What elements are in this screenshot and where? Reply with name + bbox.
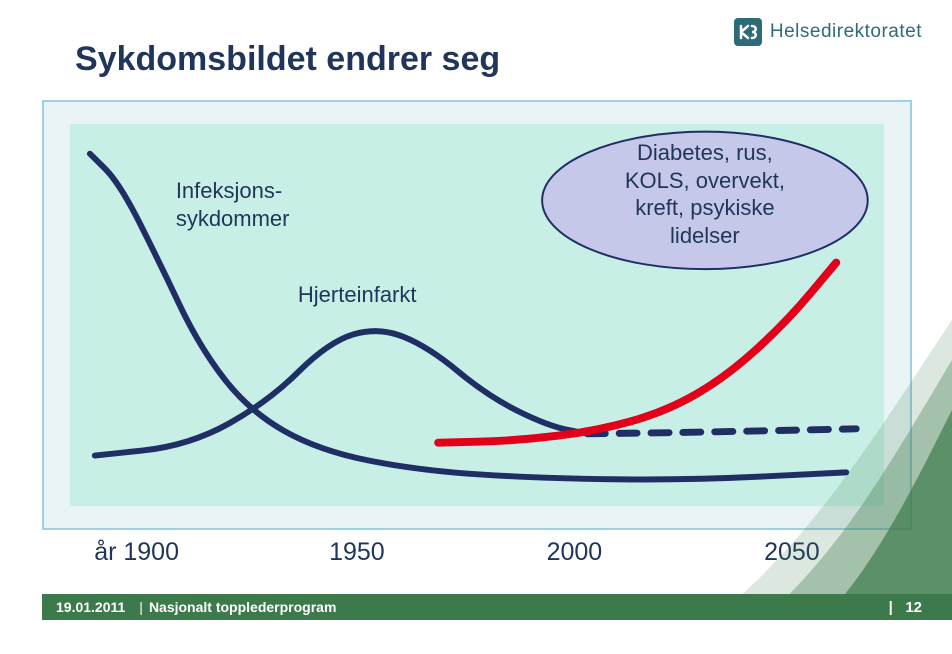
footer-page-value: 12 (905, 599, 922, 616)
slide-title: Sykdomsbildet endrer seg (75, 40, 500, 79)
chart-plot-area: Diabetes, rus,KOLS, overvekt,kreft, psyk… (70, 124, 884, 506)
slide: Helsedirektoratet Sykdomsbildet endrer s… (0, 0, 952, 654)
x-axis-tick-label: år 1900 (94, 538, 179, 567)
brand-logo: Helsedirektoratet (734, 18, 922, 46)
footer-program: Nasjonalt topplederprogram (149, 599, 336, 615)
x-axis-tick-label: 1950 (329, 538, 385, 567)
series-label-infections: Infeksjons-sykdommer (176, 177, 290, 232)
brand-name: Helsedirektoratet (770, 21, 922, 43)
x-axis-tick-label: 2000 (547, 538, 603, 567)
series-label-chronic: Diabetes, rus,KOLS, overvekt,kreft, psyk… (542, 139, 868, 249)
series-line-heart-dash (587, 429, 856, 434)
series-label-heart: Hjerteinfarkt (298, 281, 417, 309)
series-line-chronic (438, 263, 836, 443)
footer-date: 19.01.2011 (42, 599, 125, 615)
footer-separator: | (125, 599, 149, 615)
logo-icon (734, 18, 762, 46)
footer-bar: 19.01.2011 | Nasjonalt topplederprogram (42, 594, 952, 620)
footer-page-prefix: | (889, 599, 893, 616)
footer-page-number: | 12 (889, 599, 922, 616)
chart-container: Diabetes, rus,KOLS, overvekt,kreft, psyk… (42, 100, 912, 530)
x-axis-labels: år 1900 1950 2000 2050 (42, 538, 912, 578)
x-axis-tick-label: 2050 (764, 538, 820, 567)
